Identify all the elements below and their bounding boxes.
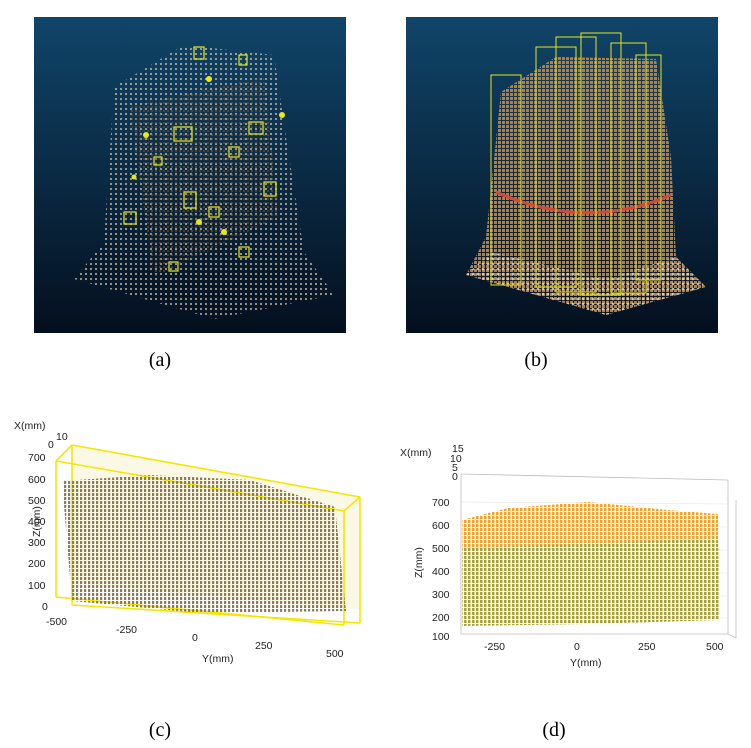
panel-c-z-tick: 200 [28, 558, 46, 570]
panel-d-x-tick: 15 [452, 443, 464, 455]
panel-c-y-axis-label: Y(mm) [202, 653, 234, 665]
panel-c-z-tick: 600 [28, 474, 46, 486]
panel-d-plot: X(mm) Z(mm) Y(mm) 15 10 5 0 700 600 500 … [400, 443, 737, 669]
panel-c-z-tick: 700 [28, 452, 46, 464]
panel-d-z-tick: 700 [432, 497, 450, 509]
panel-d: X(mm) Z(mm) Y(mm) 15 10 5 0 700 600 500 … [388, 440, 751, 680]
caption-b: (b) [524, 349, 548, 371]
panel-c-y-tick: 0 [192, 632, 198, 644]
panel-d-x-axis-label: X(mm) [400, 447, 432, 459]
panel-d-y-tick: 250 [638, 641, 656, 653]
panel-d-z-tick: 300 [432, 589, 450, 601]
panel-a-pointcloud-image [34, 17, 346, 333]
panel-d-y-axis-label: Y(mm) [570, 657, 602, 669]
panel-c-z-tick: 400 [28, 516, 46, 528]
panel-c-point-cloud [62, 475, 346, 613]
panel-c: X(mm) Z(mm) Y(mm) 10 0 700 600 500 400 3… [0, 405, 375, 695]
panel-c-plot: X(mm) Z(mm) Y(mm) 10 0 700 600 500 400 3… [14, 420, 361, 665]
panel-d-upper-points [462, 502, 718, 550]
caption-d: (d) [542, 719, 566, 741]
panel-d-z-tick: 500 [432, 543, 450, 555]
panel-d-y-tick: 500 [706, 641, 724, 653]
panel-c-y-tick: 250 [255, 640, 273, 652]
panel-c-z-tick: 300 [28, 537, 46, 549]
panel-d-z-tick: 400 [432, 566, 450, 578]
panel-b [406, 17, 718, 333]
panel-d-z-tick: 200 [432, 612, 450, 624]
panel-d-z-axis-label: Z(mm) [413, 547, 425, 578]
caption-a: (a) [148, 349, 172, 371]
panel-a [34, 17, 346, 333]
caption-c: (c) [148, 719, 172, 741]
panel-c-z-tick: 500 [28, 495, 46, 507]
panel-c-x-tick: 0 [48, 439, 54, 451]
panel-c-z-axis-label: Z(mm) [31, 506, 43, 537]
panel-c-y-tick: -250 [116, 624, 137, 636]
panel-c-y-tick: 500 [326, 648, 344, 660]
panel-d-z-tick: 600 [432, 520, 450, 532]
panel-d-lower-points [462, 538, 720, 626]
panel-c-z-tick: 0 [42, 601, 48, 613]
panel-d-z-tick: 100 [432, 631, 450, 643]
panel-c-z-tick: 100 [28, 580, 46, 592]
panel-d-y-tick: -250 [484, 641, 505, 653]
panel-d-x-tick: 10 [450, 453, 462, 465]
panel-b-pointcloud-image [406, 17, 718, 333]
panel-c-x-tick: 10 [56, 431, 68, 443]
panel-d-x-tick: 5 [452, 462, 458, 474]
panel-d-x-tick: 0 [452, 471, 458, 483]
panel-c-x-axis-label: X(mm) [14, 420, 46, 432]
panel-c-y-tick: -500 [46, 616, 67, 628]
panel-d-y-tick: 0 [574, 641, 580, 653]
